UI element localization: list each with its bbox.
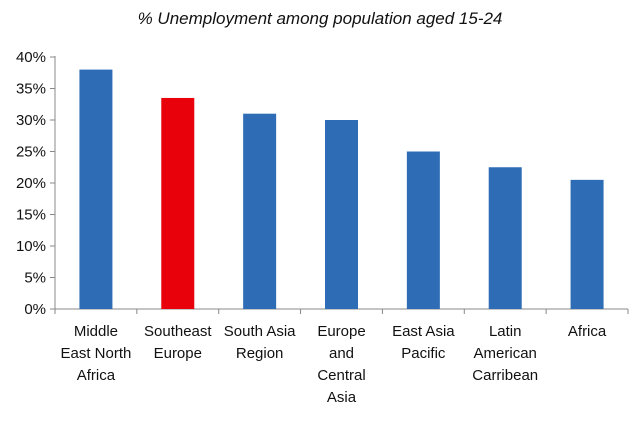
x-tick-label: Africa: [568, 323, 607, 340]
y-tick-label: 35%: [16, 81, 46, 98]
bars: [79, 69, 604, 309]
x-tick-label: South Asia Region: [224, 323, 296, 362]
y-tick-label: 20%: [16, 175, 46, 192]
y-tick-label: 25%: [16, 144, 46, 161]
bar: [488, 167, 522, 309]
y-axis-ticks: 0% 5% 10% 15% 20% 25% 30% 35% 40%: [16, 49, 55, 318]
x-tick-label: Latin American Carribean: [472, 323, 538, 384]
x-tick-label: East Asia Pacific: [392, 323, 455, 362]
bar: [243, 113, 277, 309]
bar: [325, 120, 358, 309]
bar: [161, 97, 195, 309]
bar: [570, 179, 604, 309]
y-tick-label: 40%: [16, 49, 46, 66]
y-tick-label: 15%: [16, 207, 46, 224]
x-axis-ticks: [54, 309, 629, 314]
x-axis-labels: Middle East North Africa Southeast Europe Sou…: [60, 323, 606, 406]
x-tick-label: Europe and Central Asia: [317, 323, 365, 406]
x-tick-label: Southeast Europe: [144, 323, 212, 362]
bar: [79, 69, 113, 309]
chart-title: % Unemployment among population aged 15-…: [138, 9, 503, 28]
x-tick-label: Middle East North Africa: [60, 323, 131, 384]
y-tick-label: 30%: [16, 112, 46, 129]
y-tick-label: 10%: [16, 238, 46, 255]
y-tick-label: 0%: [24, 301, 46, 318]
bar: [406, 151, 440, 309]
y-tick-label: 5%: [24, 270, 46, 287]
